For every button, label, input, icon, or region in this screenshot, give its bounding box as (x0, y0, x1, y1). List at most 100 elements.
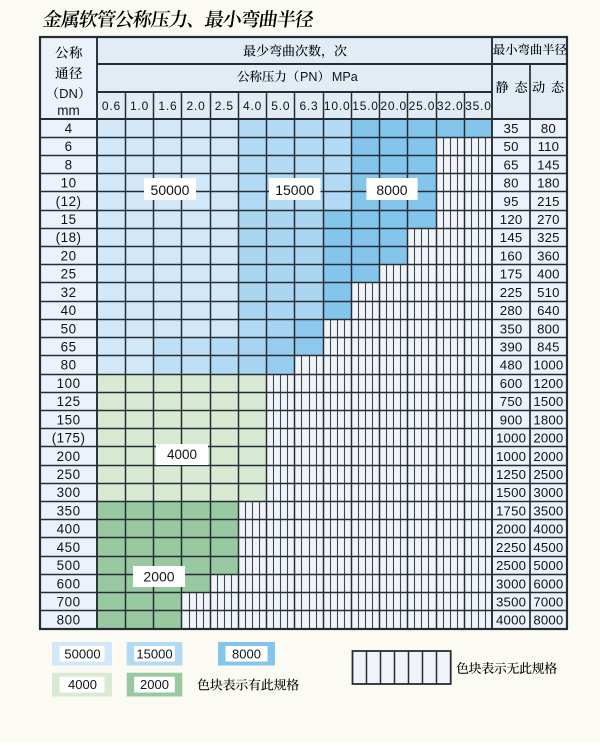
svg-text:15: 15 (61, 212, 77, 227)
svg-text:500: 500 (57, 558, 81, 573)
svg-text:15000: 15000 (136, 646, 172, 661)
svg-text:400: 400 (537, 267, 560, 282)
svg-text:845: 845 (537, 340, 560, 355)
svg-text:1000: 1000 (533, 358, 563, 373)
svg-text:4: 4 (65, 121, 73, 136)
svg-text:0.6: 0.6 (102, 99, 121, 113)
svg-text:2.0: 2.0 (187, 99, 206, 113)
svg-text:65: 65 (504, 157, 519, 172)
svg-text:25.0: 25.0 (409, 99, 436, 113)
svg-text:3000: 3000 (533, 485, 563, 500)
svg-text:350: 350 (57, 503, 81, 518)
svg-text:480: 480 (500, 358, 523, 373)
svg-text:3000: 3000 (496, 576, 526, 591)
svg-text:160: 160 (500, 248, 523, 263)
svg-text:360: 360 (537, 248, 560, 263)
svg-text:1000: 1000 (496, 431, 526, 446)
svg-text:150: 150 (57, 412, 81, 427)
svg-text:175: 175 (500, 267, 523, 282)
svg-text:145: 145 (500, 230, 523, 245)
svg-text:10: 10 (61, 176, 77, 191)
svg-text:80: 80 (61, 358, 77, 373)
svg-text:4000: 4000 (496, 613, 526, 628)
svg-text:100: 100 (57, 376, 81, 391)
svg-text:350: 350 (500, 321, 523, 336)
svg-text:2000: 2000 (533, 431, 563, 446)
svg-text:2000: 2000 (140, 677, 169, 692)
svg-text:600: 600 (500, 376, 523, 391)
svg-text:MPa: MPa (332, 70, 358, 84)
svg-text:215: 215 (537, 194, 560, 209)
svg-text:2000: 2000 (496, 522, 526, 537)
svg-text:6.3: 6.3 (299, 99, 318, 113)
svg-text:1750: 1750 (496, 503, 526, 518)
svg-text:400: 400 (57, 522, 81, 537)
svg-text:35.0: 35.0 (465, 99, 492, 113)
svg-text:4000: 4000 (68, 677, 97, 692)
svg-text:DN: DN (59, 86, 78, 101)
svg-text:3500: 3500 (533, 503, 563, 518)
svg-text:mm: mm (57, 103, 80, 118)
svg-text:35: 35 (504, 121, 519, 136)
svg-text:(12): (12) (56, 194, 82, 209)
svg-text:8000: 8000 (376, 182, 407, 198)
svg-text:125: 125 (57, 394, 81, 409)
svg-text:1250: 1250 (496, 467, 526, 482)
svg-text:20: 20 (61, 248, 77, 263)
svg-text:1.0: 1.0 (130, 99, 149, 113)
svg-text:2000: 2000 (533, 449, 563, 464)
svg-text:750: 750 (500, 394, 523, 409)
svg-text:15.0: 15.0 (352, 99, 379, 113)
svg-text:20.0: 20.0 (380, 99, 407, 113)
svg-text:2.5: 2.5 (215, 99, 234, 113)
svg-text:110: 110 (538, 139, 560, 154)
svg-text:2000: 2000 (143, 569, 174, 585)
svg-text:900: 900 (500, 412, 523, 427)
svg-text:15000: 15000 (275, 182, 314, 198)
svg-text:300: 300 (57, 485, 81, 500)
svg-text:50: 50 (504, 139, 519, 154)
svg-text:5.0: 5.0 (271, 99, 290, 113)
svg-text:800: 800 (537, 321, 560, 336)
svg-text:32.0: 32.0 (437, 99, 464, 113)
svg-text:1200: 1200 (533, 376, 563, 391)
svg-text:4500: 4500 (533, 540, 563, 555)
svg-text:800: 800 (57, 613, 81, 628)
svg-text:4.0: 4.0 (243, 99, 262, 113)
svg-text:1.6: 1.6 (158, 99, 177, 113)
svg-text:180: 180 (537, 176, 560, 191)
svg-text:640: 640 (537, 303, 560, 318)
svg-text:325: 325 (537, 230, 560, 245)
svg-text:50: 50 (61, 321, 77, 336)
svg-text:450: 450 (57, 540, 81, 555)
svg-text:145: 145 (537, 157, 560, 172)
svg-text:25: 25 (61, 267, 77, 282)
svg-text:1500: 1500 (533, 394, 563, 409)
svg-text:3500: 3500 (496, 595, 526, 610)
svg-text:65: 65 (61, 340, 77, 355)
svg-text:2250: 2250 (496, 540, 526, 555)
svg-text:2500: 2500 (496, 558, 526, 573)
svg-text:80: 80 (504, 176, 519, 191)
svg-text:600: 600 (57, 576, 81, 591)
svg-text:8: 8 (65, 157, 73, 172)
svg-text:PN: PN (300, 70, 318, 84)
svg-text:6000: 6000 (533, 576, 563, 591)
svg-text:50000: 50000 (151, 182, 190, 198)
svg-text:510: 510 (537, 285, 560, 300)
svg-text:6: 6 (65, 139, 73, 154)
svg-text:1000: 1000 (496, 449, 526, 464)
svg-text:10.0: 10.0 (324, 99, 351, 113)
svg-text:4000: 4000 (167, 447, 197, 462)
svg-text:250: 250 (57, 467, 81, 482)
svg-text:50000: 50000 (64, 646, 100, 661)
svg-text:280: 280 (500, 303, 523, 318)
svg-text:200: 200 (57, 449, 81, 464)
svg-text:1800: 1800 (533, 412, 563, 427)
svg-text:40: 40 (61, 303, 77, 318)
svg-text:225: 225 (500, 285, 523, 300)
svg-text:80: 80 (541, 121, 556, 136)
svg-text:1500: 1500 (496, 485, 526, 500)
svg-text:390: 390 (500, 340, 523, 355)
svg-text:8000: 8000 (232, 646, 261, 661)
